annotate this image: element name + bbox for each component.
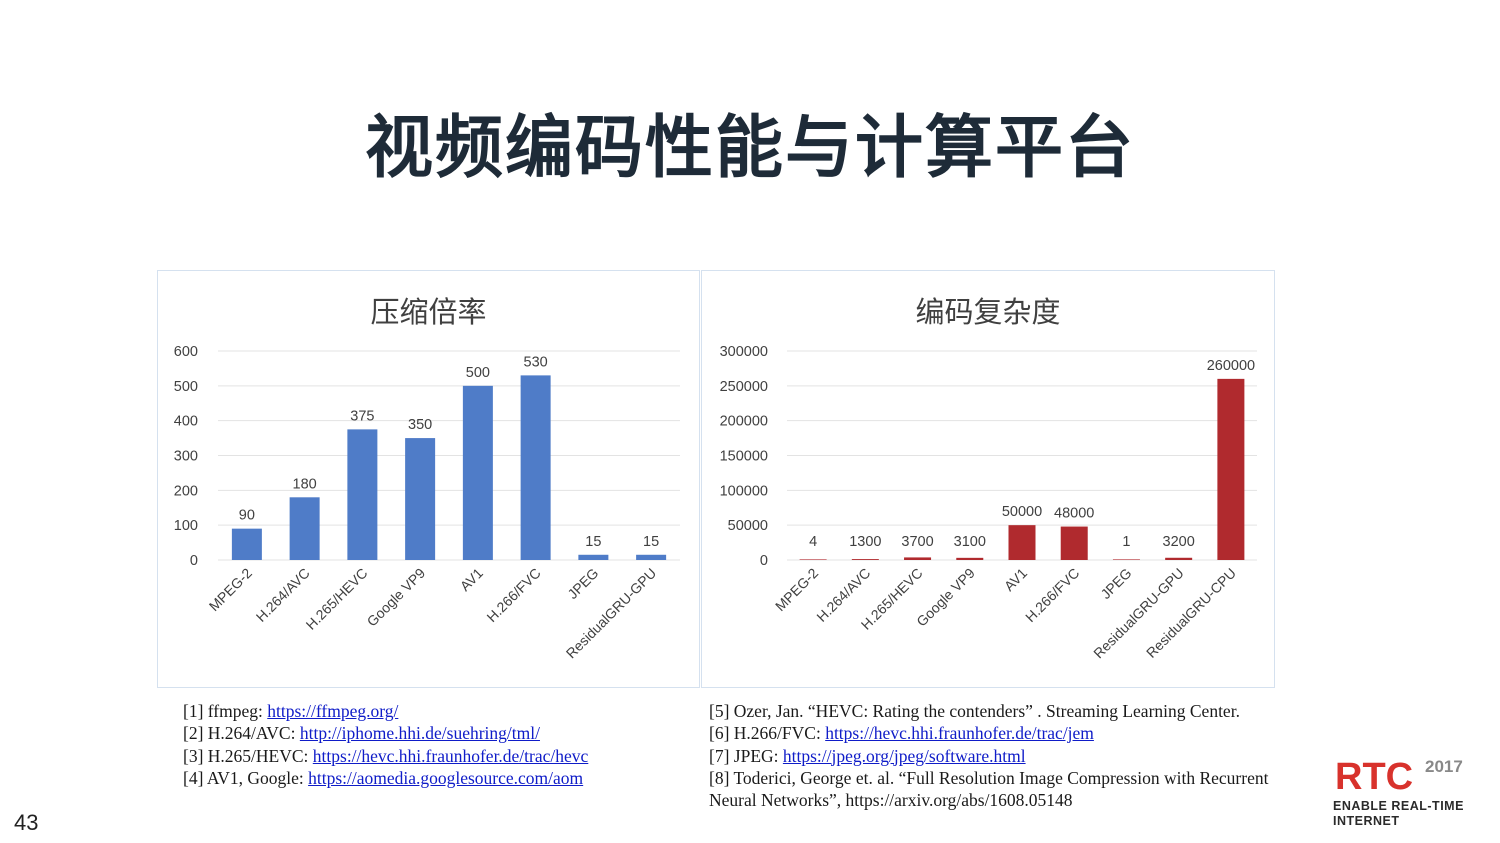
references-right: [5] Ozer, Jan. “HEVC: Rating the contend…	[709, 700, 1324, 811]
references-left: [1] ffmpeg: https://ffmpeg.org/ [2] H.26…	[183, 700, 683, 789]
bar	[1165, 557, 1193, 560]
data-label: 350	[408, 417, 432, 433]
reference-item: [2] H.264/AVC: http://iphome.hhi.de/sueh…	[183, 722, 683, 744]
data-label: 530	[524, 354, 548, 370]
rtc-logo: RTC 2017 ENABLE REAL-TIME INTERNET	[1333, 756, 1473, 829]
x-tick-label: MPEG-2	[772, 565, 821, 614]
reference-link[interactable]: https://hevc.hhi.fraunhofer.de/trac/jem	[825, 723, 1094, 744]
y-tick-label: 0	[190, 553, 198, 569]
bar	[462, 385, 493, 560]
data-label: 180	[293, 476, 317, 492]
x-tick-label: MPEG-2	[206, 565, 255, 614]
data-label: 500	[466, 365, 490, 381]
bar	[578, 554, 609, 560]
encoding-complexity-plot: 0500001000001500002000002500003000004MPE…	[720, 344, 1257, 662]
reference-label: [4] AV1, Google:	[183, 767, 309, 788]
x-tick-label: ResidualGRU-GPU	[1090, 565, 1187, 662]
bar	[289, 497, 320, 560]
y-tick-label: 200	[174, 483, 198, 499]
bar	[1112, 559, 1140, 560]
x-tick-label: JPEG	[564, 565, 601, 602]
data-label: 375	[350, 408, 374, 424]
x-tick-label: H.266/FVC	[1022, 565, 1082, 625]
logo-tagline-2: INTERNET	[1333, 814, 1400, 828]
y-tick-label: 300	[174, 449, 198, 465]
data-label: 48000	[1054, 506, 1094, 522]
reference-item: [4] AV1, Google: https://aomedia.googles…	[183, 767, 683, 789]
y-tick-label: 100	[174, 518, 198, 534]
bar	[636, 554, 667, 560]
chart-title: 压缩倍率	[370, 295, 487, 329]
bar	[520, 375, 551, 560]
data-label: 90	[239, 508, 255, 524]
y-tick-label: 600	[174, 344, 198, 360]
page-number: 43	[14, 810, 39, 835]
reference-link[interactable]: https://hevc.hhi.fraunhofer.de/trac/hevc	[312, 745, 589, 766]
reference-link[interactable]: https://ffmpeg.org/	[267, 701, 399, 721]
bar	[956, 557, 984, 560]
bar	[799, 559, 827, 560]
reference-label: [6] H.266/FVC:	[709, 723, 826, 744]
data-label: 3100	[954, 534, 986, 550]
reference-item: Neural Networks”, https://arxiv.org/abs/…	[709, 790, 1073, 811]
compression-ratio-plot: 0 100 200 300 400 500 600 90 MPEG-2 180 H.264/AVC 3…	[174, 344, 680, 661]
reference-item: [7] JPEG: https://jpeg.org/jpeg/software…	[709, 745, 1324, 767]
reference-label: [7] JPEG:	[709, 745, 783, 766]
y-tick-label: 400	[174, 414, 198, 430]
y-tick-label: 200000	[720, 414, 768, 430]
data-label: 1300	[849, 534, 881, 550]
data-label: 50000	[1002, 504, 1042, 520]
encoding-complexity-chart: 编码复杂度 0 50000 100000 150000 200000 250000 3000…	[701, 270, 1275, 688]
y-tick-label: 0	[760, 553, 768, 569]
x-tick-label: Google VP9	[364, 565, 429, 630]
x-tick-label: AV1	[457, 565, 486, 594]
rtc-logo-mark: RTC	[1335, 756, 1413, 798]
y-tick-label: 50000	[728, 518, 768, 534]
bar	[1217, 378, 1245, 560]
reference-item: [8] Toderici, George et. al. “Full Resol…	[709, 767, 1269, 788]
rtc-logo-letters: RTC	[1335, 757, 1413, 793]
logo-year: 2017	[1425, 757, 1463, 776]
bar	[1060, 526, 1088, 560]
logo-tagline-1: ENABLE REAL-TIME	[1333, 799, 1464, 813]
reference-link[interactable]: http://iphome.hhi.de/suehring/tml/	[299, 723, 540, 744]
reference-label: [2] H.264/AVC:	[183, 723, 300, 744]
x-tick-label: H.266/FVC	[483, 565, 543, 625]
bar	[405, 438, 436, 560]
y-tick-label: 250000	[720, 379, 768, 395]
reference-item: [6] H.266/FVC: https://hevc.hhi.fraunhof…	[709, 722, 1324, 744]
x-tick-label: H.265/HEVC	[303, 565, 371, 633]
reference-item: [1] ffmpeg: https://ffmpeg.org/	[183, 700, 683, 722]
reference-link[interactable]: https://aomedia.googlesource.com/aom	[308, 767, 584, 788]
y-tick-label: 150000	[720, 449, 768, 465]
reference-label: [3] H.265/HEVC:	[183, 745, 313, 766]
bar	[851, 559, 879, 560]
y-tick-label: 500	[174, 379, 198, 395]
slide-title: 视频编码性能与计算平台	[364, 109, 1135, 188]
x-tick-label: ResidualGRU-CPU	[1143, 565, 1239, 661]
x-tick-label: H.264/AVC	[253, 565, 313, 625]
bar	[904, 557, 932, 560]
data-label: 260000	[1207, 358, 1255, 374]
data-label: 15	[643, 534, 659, 550]
data-label: 15	[585, 534, 601, 550]
x-tick-label: JPEG	[1097, 565, 1134, 602]
chart-title: 编码复杂度	[915, 295, 1061, 329]
bar	[231, 528, 262, 560]
data-label: 4	[809, 534, 817, 550]
y-tick-label: 300000	[720, 344, 768, 360]
y-tick-label: 100000	[720, 483, 768, 499]
reference-item: [3] H.265/HEVC: https://hevc.hhi.fraunho…	[183, 745, 683, 767]
compression-ratio-chart: 压缩倍率 0 100 200 300 400 500 600 90 MPEG-2 180 H.264…	[157, 270, 700, 688]
reference-item: [5] Ozer, Jan. “HEVC: Rating the contend…	[709, 701, 1240, 721]
reference-link[interactable]: https://jpeg.org/jpeg/software.html	[782, 745, 1026, 766]
bar	[1008, 525, 1036, 560]
reference-label: [1] ffmpeg:	[183, 701, 268, 721]
data-label: 1	[1122, 534, 1130, 550]
x-tick-label: AV1	[1001, 565, 1030, 594]
bar	[347, 429, 378, 560]
data-label: 3700	[901, 534, 933, 550]
data-label: 3200	[1163, 534, 1195, 550]
